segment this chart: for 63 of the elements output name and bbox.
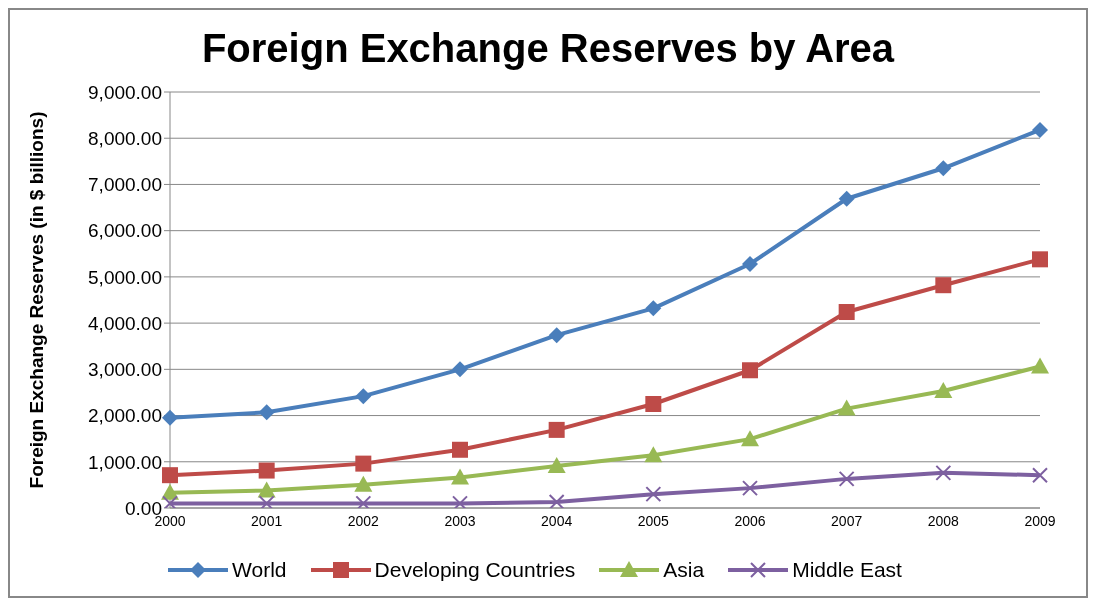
- x-tick-label: 2002: [347, 512, 380, 529]
- point: [742, 255, 758, 272]
- x-tick-label: 2008: [927, 512, 960, 529]
- legend-label: Middle East: [791, 558, 902, 582]
- point: [257, 481, 276, 498]
- point: [452, 361, 468, 378]
- x-tick-label: 2001: [251, 512, 283, 529]
- point: [1032, 121, 1048, 138]
- y-tick-label: 9,000.00: [88, 81, 162, 103]
- point: [452, 441, 468, 458]
- y-tick-label: 6,000.00: [88, 220, 162, 242]
- y-tick-label: 2,000.00: [88, 405, 162, 427]
- point: [741, 430, 759, 447]
- y-tick-label: 4,000.00: [88, 312, 162, 334]
- point: [1031, 357, 1049, 374]
- point: [935, 277, 952, 294]
- point: [645, 300, 662, 317]
- point: [452, 495, 468, 508]
- x-tick-label: 2006: [734, 512, 766, 529]
- point: [935, 464, 952, 481]
- point: [837, 399, 856, 416]
- point: [838, 470, 855, 487]
- x-tick-label: 2007: [831, 512, 863, 529]
- point: [162, 409, 178, 426]
- x-tick-label: 2003: [444, 512, 476, 529]
- point: [451, 468, 469, 485]
- y-tick-label: 1,000.00: [88, 451, 162, 473]
- point: [1032, 467, 1048, 484]
- y-tick-label: 7,000.00: [88, 174, 162, 196]
- x-tick-label: 2004: [541, 512, 573, 529]
- point: [258, 462, 275, 479]
- point: [258, 404, 275, 421]
- point: [1032, 251, 1048, 268]
- point: [742, 480, 758, 497]
- point: [645, 396, 662, 412]
- chart-title: Foreign Exchange Reserves by Area: [200, 26, 896, 72]
- point: [355, 495, 372, 508]
- point: [355, 388, 372, 405]
- point: [934, 382, 953, 399]
- y-tick-label: 3,000.00: [88, 359, 162, 381]
- x-tick-label: 2005: [637, 512, 670, 529]
- point: [838, 190, 855, 207]
- legend-label: Developing Countries: [373, 558, 576, 582]
- point: [548, 421, 565, 438]
- point: [355, 455, 372, 472]
- point: [742, 362, 758, 379]
- point: [645, 486, 662, 503]
- x-tick-label: 2009: [1024, 512, 1056, 529]
- legend-label: World: [231, 558, 287, 582]
- y-axis-title: Foreign Exchange Reserves (in $ billions): [25, 111, 47, 489]
- point: [354, 475, 373, 492]
- point: [935, 160, 952, 177]
- point: [644, 446, 663, 463]
- point: [162, 467, 178, 484]
- y-tick-label: 5,000.00: [88, 266, 162, 288]
- point: [547, 456, 566, 473]
- point: [548, 327, 565, 344]
- point: [838, 304, 855, 321]
- y-tick-label: 8,000.00: [88, 127, 162, 149]
- point: [258, 495, 275, 508]
- point: [162, 495, 178, 508]
- legend-label: Asia: [662, 558, 705, 582]
- point: [548, 493, 565, 508]
